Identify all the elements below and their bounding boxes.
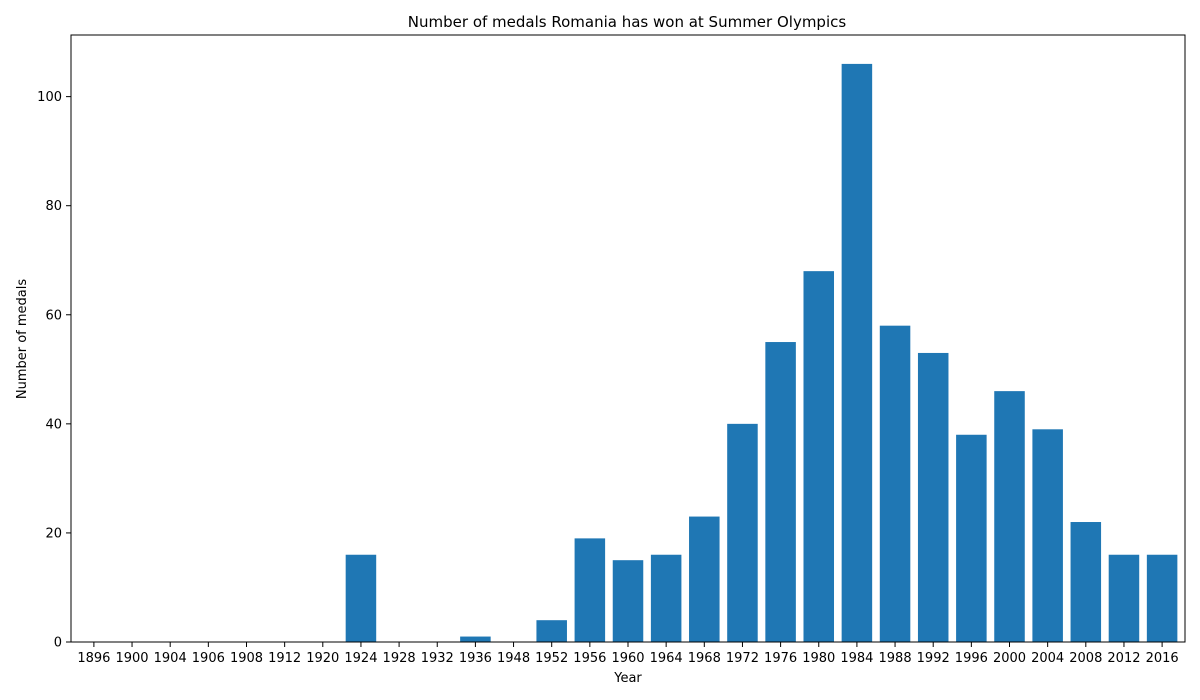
x-tick-label: 2004 xyxy=(1031,651,1064,666)
x-tick-label: 1964 xyxy=(650,651,683,666)
y-tick-label: 80 xyxy=(45,199,62,214)
y-axis-label: Number of medals xyxy=(15,279,30,400)
x-tick-label: 2000 xyxy=(993,651,1026,666)
x-tick-label: 1948 xyxy=(497,651,530,666)
bar-2012 xyxy=(1108,554,1140,642)
chart-title: Number of medals Romania has won at Summ… xyxy=(408,13,847,31)
x-tick-label: 2016 xyxy=(1146,651,1179,666)
x-tick-label: 1908 xyxy=(230,651,263,666)
bar-1976 xyxy=(765,342,796,642)
plot-frame xyxy=(70,34,1186,643)
x-tick-label: 2012 xyxy=(1107,651,1140,666)
bar-1964 xyxy=(650,554,682,642)
bar-1984 xyxy=(841,63,873,642)
bar-2008 xyxy=(1070,522,1102,642)
bar-2016 xyxy=(1146,554,1178,642)
bar-1960 xyxy=(612,560,644,642)
bar-2000 xyxy=(994,391,1025,642)
x-tick-label: 1896 xyxy=(77,651,110,666)
x-tick-label: 1920 xyxy=(306,651,339,666)
x-tick-label: 1968 xyxy=(688,651,721,666)
x-tick-label: 1988 xyxy=(879,651,912,666)
bar-1968 xyxy=(689,516,720,642)
y-tick-label: 40 xyxy=(45,417,62,432)
bar-1972 xyxy=(727,423,758,642)
x-tick-label: 1972 xyxy=(726,651,759,666)
x-tick-label: 1900 xyxy=(115,651,148,666)
bar-1980 xyxy=(803,271,835,642)
x-axis-label: Year xyxy=(613,671,642,686)
x-tick-label: 1906 xyxy=(192,651,225,666)
x-tick-label: 1960 xyxy=(611,651,644,666)
x-tick-label: 1984 xyxy=(840,651,873,666)
y-tick-label: 0 xyxy=(54,636,62,651)
x-tick-label: 1928 xyxy=(383,651,416,666)
bar-2004 xyxy=(1032,429,1063,642)
bar-1924 xyxy=(345,554,377,642)
y-tick-label: 100 xyxy=(37,90,62,105)
x-tick-label: 1992 xyxy=(917,651,950,666)
x-tick-label: 1936 xyxy=(459,651,492,666)
x-tick-label: 1924 xyxy=(344,651,377,666)
bar-1936 xyxy=(460,636,491,642)
bar-1988 xyxy=(879,325,911,642)
bar-1956 xyxy=(574,538,606,642)
bar-1952 xyxy=(536,620,567,642)
bars-group xyxy=(345,63,1178,642)
x-tick-label: 1932 xyxy=(421,651,454,666)
x-tick-label: 2008 xyxy=(1069,651,1102,666)
bar-1996 xyxy=(956,434,987,642)
x-tick-label: 1904 xyxy=(154,651,187,666)
x-tick-label: 1976 xyxy=(764,651,797,666)
x-tick-label: 1996 xyxy=(955,651,988,666)
x-axis-ticks: 1896 1900 1904 1906 1908 1912 1920 1924 1928 1932… xyxy=(77,642,1179,666)
x-tick-label: 1912 xyxy=(268,651,301,666)
bar-1992 xyxy=(917,352,949,642)
x-tick-label: 1952 xyxy=(535,651,568,666)
y-axis-ticks: 0 20 40 60 80 100 xyxy=(37,90,71,651)
x-tick-label: 1956 xyxy=(573,651,606,666)
y-tick-label: 20 xyxy=(45,526,62,541)
y-tick-label: 60 xyxy=(45,308,62,323)
x-tick-label: 1980 xyxy=(802,651,835,666)
